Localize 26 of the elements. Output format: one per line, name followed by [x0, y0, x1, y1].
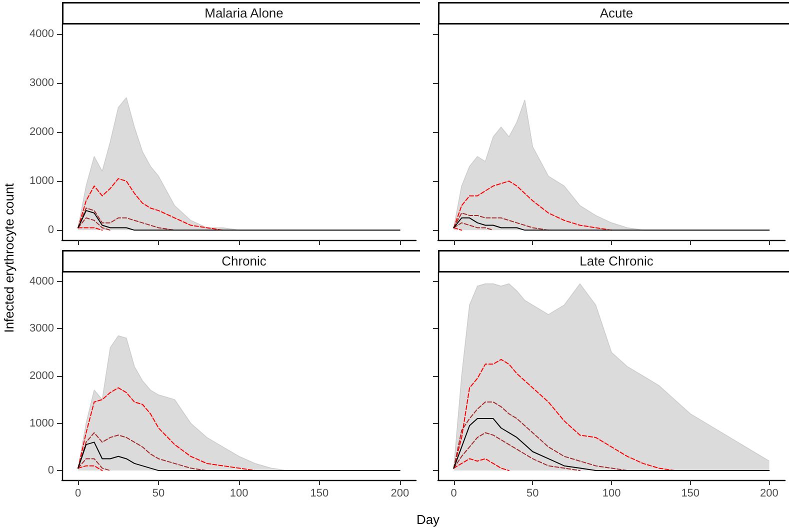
y-tick-label: 1000 — [30, 417, 54, 430]
chart-title: Chronic — [222, 254, 267, 268]
y-tick-label: 2000 — [30, 126, 54, 138]
y-tick-label: 3000 — [30, 322, 54, 335]
x-tick-label: 150 — [681, 488, 700, 500]
x-tick-label: 200 — [390, 488, 410, 500]
x-tick-label: 50 — [152, 488, 165, 500]
y-tick-label: 4000 — [30, 275, 54, 288]
x-tick-label: 100 — [230, 488, 248, 500]
x-tick-label: 50 — [526, 488, 539, 500]
chart-title: Late Chronic — [580, 254, 654, 268]
y-tick-label: 1000 — [30, 175, 54, 188]
y-tick-label: 4000 — [30, 28, 54, 40]
y-tick-label: 3000 — [30, 76, 54, 89]
x-tick-label: 150 — [310, 488, 329, 500]
x-tick-label: 100 — [602, 488, 621, 500]
x-axis-title: Day — [416, 512, 440, 527]
y-tick-label: 0 — [48, 224, 54, 236]
y-tick-label: 0 — [48, 464, 54, 477]
x-tick-label: 0 — [450, 488, 457, 500]
y-tick-label: 2000 — [30, 370, 54, 382]
y-axis-title: Infected erythrocyte count — [2, 183, 16, 333]
x-tick-label: 0 — [75, 488, 82, 500]
chart-title: Acute — [600, 6, 634, 20]
chart-title: Malaria Alone — [204, 6, 284, 20]
x-tick-label: 200 — [760, 488, 778, 500]
